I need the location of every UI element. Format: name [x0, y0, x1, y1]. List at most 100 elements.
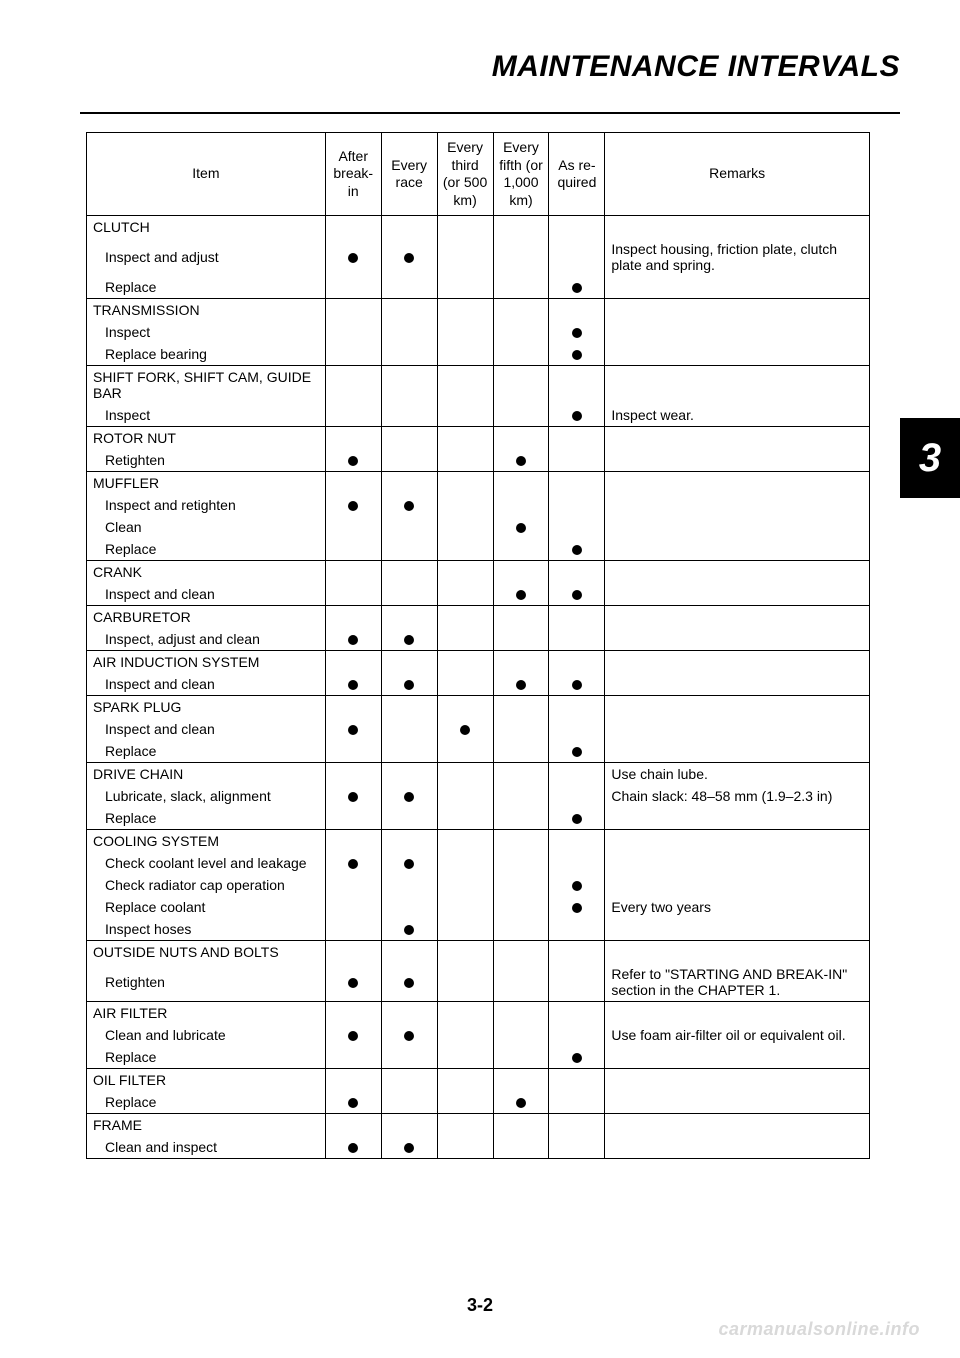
remark-cell [605, 1091, 870, 1114]
table-group-row: CRANK [87, 561, 870, 584]
remark-cell [605, 852, 870, 874]
mark-cell [549, 651, 605, 674]
remark-cell [605, 628, 870, 651]
remark-cell [605, 830, 870, 853]
col-header-every-third: Every third (or 500 km) [437, 133, 493, 216]
mark-cell [437, 918, 493, 941]
mark-cell [437, 343, 493, 366]
mark-cell [437, 366, 493, 405]
item-cell: Clean and inspect [87, 1136, 326, 1159]
mark-cell [549, 538, 605, 561]
dot-icon [516, 456, 526, 466]
mark-cell [325, 918, 381, 941]
mark-cell [325, 718, 381, 740]
mark-cell [381, 538, 437, 561]
table-row: RetightenRefer to "STARTING AND BREAK-IN… [87, 963, 870, 1002]
mark-cell [493, 343, 549, 366]
table-row: Replace [87, 276, 870, 299]
mark-cell [493, 874, 549, 896]
mark-cell [325, 628, 381, 651]
mark-cell [437, 449, 493, 472]
dot-icon [572, 545, 582, 555]
mark-cell [437, 404, 493, 427]
mark-cell [549, 896, 605, 918]
mark-cell [493, 427, 549, 450]
mark-cell [381, 918, 437, 941]
table-row: Replace [87, 1091, 870, 1114]
mark-cell [549, 1091, 605, 1114]
item-cell: Replace [87, 807, 326, 830]
table-row: Inspect and adjustInspect housing, frict… [87, 238, 870, 276]
remark-cell: Use chain lube. [605, 763, 870, 786]
dot-icon [348, 680, 358, 690]
mark-cell [437, 740, 493, 763]
mark-cell [549, 276, 605, 299]
table-row: Inspect and clean [87, 718, 870, 740]
mark-cell [381, 763, 437, 786]
group-name-cell: OIL FILTER [87, 1069, 326, 1092]
mark-cell [381, 238, 437, 276]
mark-cell [325, 216, 381, 239]
mark-cell [549, 1046, 605, 1069]
mark-cell [381, 1069, 437, 1092]
remark-cell: Use foam air-filter oil or equivalent oi… [605, 1024, 870, 1046]
remark-cell [605, 449, 870, 472]
mark-cell [437, 852, 493, 874]
group-name-cell: CARBURETOR [87, 606, 326, 629]
mark-cell [381, 216, 437, 239]
mark-cell [549, 1069, 605, 1092]
mark-cell [549, 494, 605, 516]
mark-cell [493, 238, 549, 276]
mark-cell [381, 696, 437, 719]
maintenance-table: Item After break-in Every race Every thi… [86, 132, 870, 1159]
mark-cell [437, 785, 493, 807]
page-title: MAINTENANCE INTERVALS [80, 50, 900, 84]
mark-cell [437, 1002, 493, 1025]
mark-cell [381, 1046, 437, 1069]
mark-cell [381, 651, 437, 674]
mark-cell [325, 583, 381, 606]
remark-cell: Chain slack: 48–58 mm (1.9–2.3 in) [605, 785, 870, 807]
mark-cell [549, 830, 605, 853]
mark-cell [437, 718, 493, 740]
dot-icon [516, 523, 526, 533]
mark-cell [493, 1002, 549, 1025]
mark-cell [549, 427, 605, 450]
mark-cell [325, 427, 381, 450]
mark-cell [493, 628, 549, 651]
dot-icon [348, 978, 358, 988]
mark-cell [549, 718, 605, 740]
mark-cell [325, 321, 381, 343]
group-name-cell: MUFFLER [87, 472, 326, 495]
table-group-row: CARBURETOR [87, 606, 870, 629]
mark-cell [325, 1091, 381, 1114]
dot-icon [404, 792, 414, 802]
mark-cell [549, 472, 605, 495]
table-row: Inspect [87, 321, 870, 343]
item-cell: Inspect and adjust [87, 238, 326, 276]
remark-cell [605, 1046, 870, 1069]
remark-cell [605, 651, 870, 674]
mark-cell [549, 1002, 605, 1025]
table-row: Clean and lubricateUse foam air-filter o… [87, 1024, 870, 1046]
mark-cell [325, 963, 381, 1002]
mark-cell [437, 696, 493, 719]
mark-cell [437, 1024, 493, 1046]
dot-icon [348, 501, 358, 511]
mark-cell [493, 785, 549, 807]
remark-cell [605, 427, 870, 450]
dot-icon [348, 456, 358, 466]
mark-cell [549, 785, 605, 807]
dot-icon [348, 1143, 358, 1153]
remark-cell [605, 1002, 870, 1025]
mark-cell [325, 852, 381, 874]
table-row: Inspect hoses [87, 918, 870, 941]
mark-cell [437, 561, 493, 584]
mark-cell [493, 673, 549, 696]
mark-cell [549, 807, 605, 830]
table-row: Replace [87, 538, 870, 561]
mark-cell [549, 941, 605, 964]
dot-icon [404, 978, 414, 988]
table-row: Clean [87, 516, 870, 538]
mark-cell [437, 583, 493, 606]
